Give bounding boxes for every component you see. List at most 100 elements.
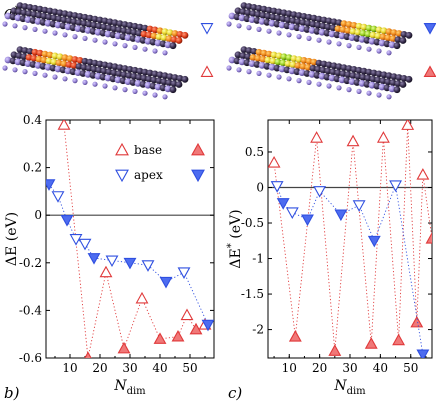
structure-right-apex <box>226 2 436 56</box>
x-tick-label: 20 <box>312 361 327 375</box>
data-point-base <box>268 155 281 168</box>
y-tick-label: 0.5 <box>245 145 264 159</box>
atom <box>122 87 128 93</box>
y-tick-label: 0 <box>34 208 42 222</box>
data-point-apex <box>69 234 83 246</box>
atom <box>52 30 58 36</box>
chart-panel-b: 10 20 30 40 50 -0.6 -0.4 -0.2 0 0.2 0.4 ΔE (eV) Ndim… <box>4 113 215 397</box>
y-axis-label: ΔE* (eV) <box>226 209 244 268</box>
atom <box>266 72 272 78</box>
atom <box>62 32 68 38</box>
x-axis-label-sub: dim <box>127 386 147 397</box>
atom <box>52 74 58 80</box>
atom <box>32 70 38 76</box>
atom <box>72 78 78 84</box>
series-line-apex <box>276 183 424 355</box>
atom <box>152 92 158 98</box>
data-point-apex <box>389 180 402 192</box>
data-point-apex <box>367 235 381 248</box>
data-point-apex <box>78 238 92 251</box>
atom <box>246 25 252 31</box>
data-point-base <box>99 265 113 278</box>
atom <box>42 28 48 34</box>
atom <box>256 70 262 76</box>
atom <box>162 94 168 100</box>
atom <box>62 76 68 82</box>
y-tick-label: -0.6 <box>19 351 42 365</box>
atom <box>306 35 312 42</box>
atom <box>356 88 362 94</box>
data-point-apex <box>285 207 299 219</box>
atom <box>326 83 332 89</box>
x-axis-label: Ndim <box>333 378 366 397</box>
x-axis-label: Ndim <box>113 378 146 397</box>
data-point-base <box>135 291 149 304</box>
atom <box>399 37 407 44</box>
series-line-apex <box>48 183 209 325</box>
y-tick-label: -0.4 <box>19 303 43 317</box>
atom <box>336 41 342 47</box>
series-line-base <box>63 124 206 358</box>
x-tick-label: 30 <box>122 361 137 375</box>
structure-marker-right-apex <box>423 23 436 35</box>
atom <box>376 48 382 54</box>
x-tick-label: 10 <box>62 361 77 375</box>
atom <box>286 76 292 82</box>
atom <box>162 50 168 56</box>
atom <box>32 26 38 32</box>
atom <box>226 65 232 71</box>
atom <box>286 32 292 38</box>
data-point-base <box>376 131 390 143</box>
x-axis-label-main: N <box>333 378 347 394</box>
atom <box>316 37 322 43</box>
y-axis-label-main: ΔE <box>228 248 244 268</box>
data-point-apex <box>352 200 366 212</box>
data-point-apex <box>177 267 191 279</box>
atom <box>356 44 362 51</box>
y-tick-label: -0.2 <box>19 256 42 270</box>
data-point-apex <box>313 186 327 198</box>
atom <box>276 74 282 80</box>
atom <box>175 37 183 44</box>
data-point-base <box>401 120 415 130</box>
data-point-base <box>346 134 360 147</box>
atom <box>181 31 189 39</box>
data-point-apex <box>416 349 430 358</box>
atom <box>386 50 392 56</box>
atom <box>256 26 262 32</box>
atom <box>2 65 8 71</box>
atom <box>296 78 302 84</box>
atom <box>399 81 407 88</box>
legend-label-apex: apex <box>134 168 163 182</box>
y-tick-label: -1.5 <box>241 287 264 301</box>
atom <box>175 81 183 88</box>
atom <box>92 81 98 87</box>
x-tick-label: 20 <box>92 361 107 375</box>
data-point-apex <box>51 191 65 203</box>
y-tick-label: 0.2 <box>23 161 42 175</box>
structure-left-apex <box>2 2 214 56</box>
atom <box>142 46 148 52</box>
atom <box>122 43 128 49</box>
atom <box>306 79 312 85</box>
data-point-apex <box>46 179 56 191</box>
atom <box>316 81 322 87</box>
atom <box>405 75 413 83</box>
data-point-base <box>171 329 185 342</box>
atom <box>112 41 118 47</box>
atom <box>169 86 177 94</box>
atom <box>142 90 148 96</box>
legend-marker-apex-filled <box>191 169 205 183</box>
x-axis-label-sub: dim <box>347 386 367 397</box>
data-point-base <box>180 308 194 321</box>
legend-marker-base-filled <box>191 142 205 156</box>
atom <box>296 34 302 40</box>
x-tick-label: 50 <box>182 361 197 375</box>
data-point-base <box>310 131 324 143</box>
data-point-base <box>57 120 71 130</box>
atom <box>102 83 108 89</box>
atom <box>12 67 18 73</box>
atom <box>386 94 392 100</box>
y-tick-label: -0.5 <box>241 216 264 230</box>
atom <box>22 25 28 31</box>
